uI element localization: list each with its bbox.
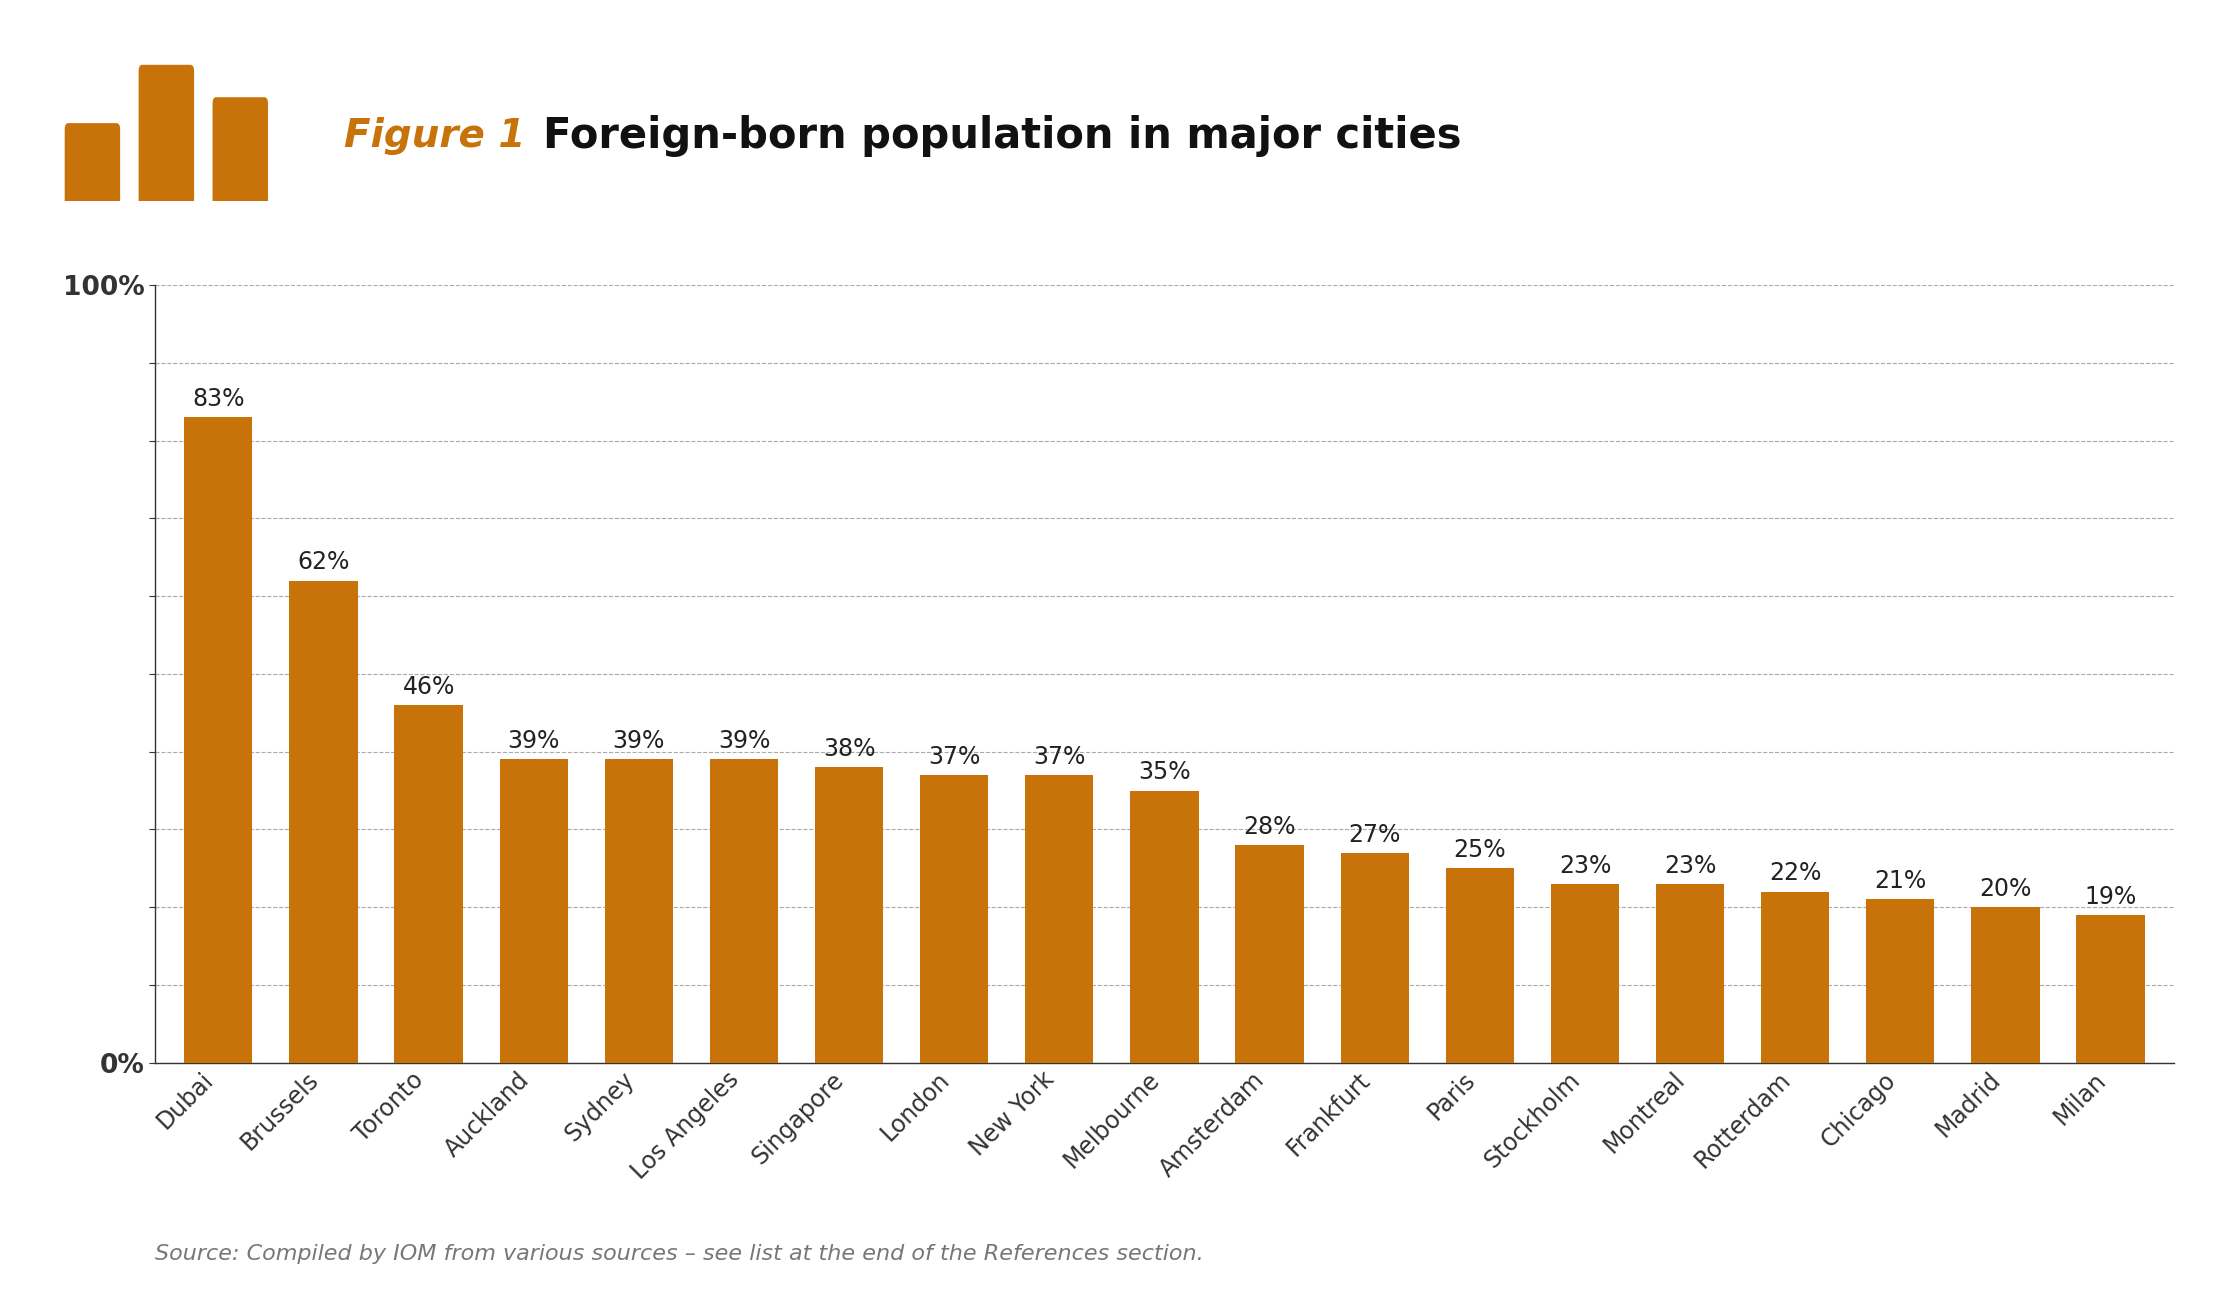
Text: 28%: 28%	[1244, 815, 1295, 839]
FancyBboxPatch shape	[67, 198, 120, 222]
Text: 46%: 46%	[401, 675, 455, 699]
Text: 23%: 23%	[1559, 854, 1610, 877]
Bar	[1131, 791, 1198, 1063]
Bar	[814, 767, 883, 1063]
Bar	[920, 775, 989, 1063]
Text: 39%: 39%	[719, 730, 770, 753]
Text: 25%: 25%	[1453, 839, 1506, 862]
Bar	[1446, 868, 1515, 1063]
Bar	[2076, 915, 2145, 1063]
Bar	[288, 581, 357, 1063]
Text: 35%: 35%	[1138, 761, 1191, 784]
Text: 21%: 21%	[1874, 870, 1927, 893]
Text: 23%: 23%	[1664, 854, 1717, 877]
Bar	[1761, 892, 1830, 1063]
Bar	[1972, 907, 2041, 1063]
FancyBboxPatch shape	[138, 65, 195, 207]
Text: Foreign-born population in major cities: Foreign-born population in major cities	[543, 115, 1462, 157]
Text: 37%: 37%	[927, 745, 980, 769]
FancyBboxPatch shape	[64, 123, 120, 207]
Text: 38%: 38%	[823, 737, 876, 761]
FancyBboxPatch shape	[213, 97, 268, 207]
Text: Source: Compiled by IOM from various sources – see list at the end of the Refere: Source: Compiled by IOM from various sou…	[155, 1244, 1204, 1264]
Bar	[1657, 884, 1723, 1063]
Text: 62%: 62%	[297, 551, 350, 574]
FancyBboxPatch shape	[140, 198, 193, 232]
Bar	[606, 759, 672, 1063]
Text: 20%: 20%	[1978, 877, 2032, 901]
Bar	[1340, 853, 1408, 1063]
Bar	[184, 417, 253, 1063]
Bar	[710, 759, 779, 1063]
Text: 83%: 83%	[193, 388, 244, 411]
Text: Figure 1: Figure 1	[344, 117, 526, 156]
Bar	[1025, 775, 1093, 1063]
Text: 39%: 39%	[612, 730, 665, 753]
Bar	[1550, 884, 1619, 1063]
Text: 19%: 19%	[2085, 885, 2136, 908]
Text: 27%: 27%	[1349, 823, 1402, 846]
Legend: Foreign-born population %: Foreign-born population %	[166, 1292, 561, 1296]
FancyBboxPatch shape	[213, 198, 266, 227]
Bar	[1235, 845, 1304, 1063]
Text: 37%: 37%	[1034, 745, 1085, 769]
Bar	[1865, 899, 1934, 1063]
Bar	[395, 705, 464, 1063]
Text: 39%: 39%	[508, 730, 559, 753]
Text: 22%: 22%	[1770, 862, 1821, 885]
Bar	[499, 759, 568, 1063]
